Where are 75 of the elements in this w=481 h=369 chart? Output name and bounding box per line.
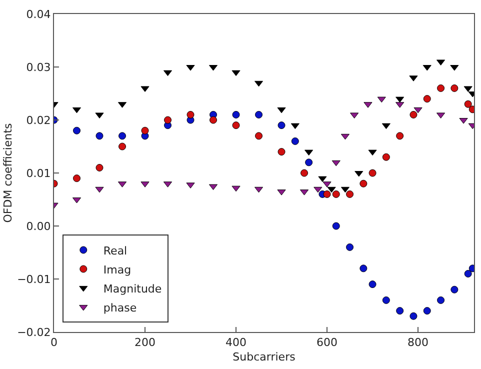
point <box>423 95 431 103</box>
point <box>464 100 472 108</box>
point <box>278 148 286 156</box>
point <box>437 84 445 92</box>
point <box>232 186 240 192</box>
legend-label: Real <box>103 244 128 258</box>
point <box>118 142 126 150</box>
point <box>360 264 368 272</box>
point <box>332 222 340 230</box>
point <box>277 107 286 114</box>
point <box>255 132 263 140</box>
point <box>318 176 327 182</box>
y-tick-label: 0.01 <box>26 166 51 180</box>
point <box>232 122 240 130</box>
point <box>377 96 386 103</box>
point <box>382 153 390 161</box>
point <box>118 132 126 140</box>
point <box>73 126 80 134</box>
point <box>304 150 314 156</box>
point <box>96 132 104 140</box>
point <box>410 312 418 320</box>
x-tick-label: 200 <box>134 336 156 350</box>
x-tick-label: 400 <box>226 336 247 350</box>
point <box>410 110 418 118</box>
x-tick-label: 0 <box>50 336 58 350</box>
point <box>314 186 322 193</box>
point <box>96 164 104 172</box>
y-tick-label: 0.04 <box>26 8 51 21</box>
legend-label: Magnitude <box>103 282 162 296</box>
point <box>437 296 445 304</box>
point <box>278 122 286 130</box>
point <box>141 126 149 134</box>
point <box>346 190 354 198</box>
point <box>368 150 377 156</box>
point <box>186 110 194 118</box>
legend-label: Imag <box>103 263 132 276</box>
point <box>327 186 336 193</box>
x-axis-title: Subcarriers <box>232 350 296 364</box>
point <box>360 180 368 188</box>
point <box>305 158 313 166</box>
point <box>368 280 376 288</box>
y-tick-label: 0.03 <box>26 60 51 74</box>
point <box>346 243 354 251</box>
x-tick-label: 600 <box>316 336 338 350</box>
point <box>464 270 472 278</box>
point <box>382 296 390 304</box>
point <box>232 70 240 76</box>
point <box>164 116 172 124</box>
y-axis-title: OFDM coefficients <box>2 122 15 223</box>
point <box>73 174 80 182</box>
point <box>323 190 331 198</box>
point <box>396 96 404 103</box>
point <box>300 169 308 177</box>
y-tick-label: 0.00 <box>26 220 51 233</box>
point <box>232 110 240 118</box>
point <box>368 169 376 177</box>
x-tick-label: 800 <box>408 336 429 350</box>
point <box>396 307 404 315</box>
point <box>332 190 340 198</box>
point <box>396 132 404 140</box>
point <box>290 123 300 130</box>
point <box>332 160 340 166</box>
y-tick-label: −0.01 <box>17 272 51 286</box>
point <box>210 116 218 124</box>
y-tick-label: 0.02 <box>26 114 51 127</box>
point <box>423 307 431 315</box>
point <box>255 110 263 118</box>
point <box>291 137 299 145</box>
legend-label: phase <box>103 301 137 314</box>
point <box>95 186 104 193</box>
point <box>450 84 458 92</box>
point <box>382 123 390 130</box>
y-tick-label: −0.02 <box>17 326 51 339</box>
point <box>414 107 422 114</box>
point <box>450 286 458 294</box>
